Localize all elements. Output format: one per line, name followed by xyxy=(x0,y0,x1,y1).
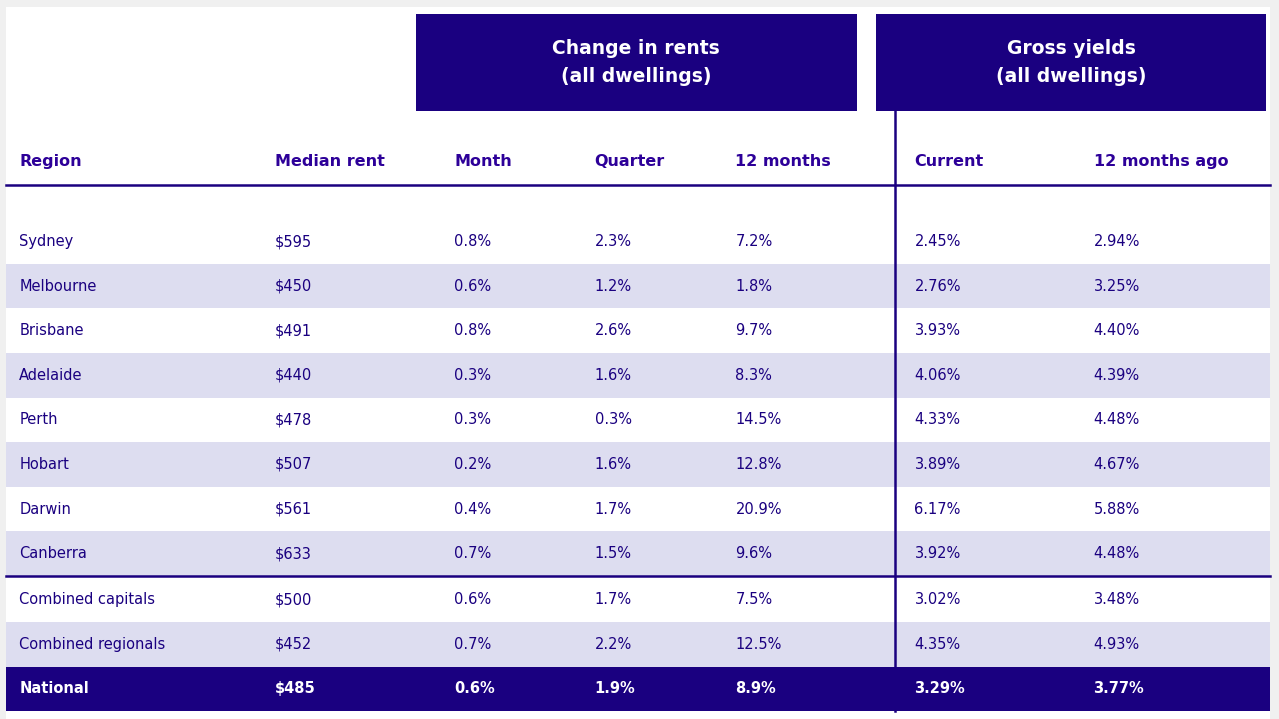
Text: 0.8%: 0.8% xyxy=(454,324,491,338)
FancyBboxPatch shape xyxy=(6,442,1270,487)
FancyBboxPatch shape xyxy=(6,531,1270,576)
Text: Gross yields
(all dwellings): Gross yields (all dwellings) xyxy=(996,40,1146,86)
Text: $507: $507 xyxy=(275,457,312,472)
Text: Sydney: Sydney xyxy=(19,234,73,249)
Text: 0.2%: 0.2% xyxy=(454,457,491,472)
Text: 4.33%: 4.33% xyxy=(914,413,961,427)
Text: Canberra: Canberra xyxy=(19,546,87,561)
Text: 0.6%: 0.6% xyxy=(454,682,495,696)
Text: Perth: Perth xyxy=(19,413,58,427)
Text: Melbourne: Melbourne xyxy=(19,279,96,293)
Text: 4.93%: 4.93% xyxy=(1094,637,1140,651)
Text: $561: $561 xyxy=(275,502,312,516)
Text: 0.3%: 0.3% xyxy=(595,413,632,427)
Text: 4.40%: 4.40% xyxy=(1094,324,1140,338)
Text: 4.48%: 4.48% xyxy=(1094,546,1140,561)
Text: 1.5%: 1.5% xyxy=(595,546,632,561)
FancyBboxPatch shape xyxy=(416,14,857,111)
Text: 12 months ago: 12 months ago xyxy=(1094,155,1228,169)
Text: 20.9%: 20.9% xyxy=(735,502,781,516)
Text: Hobart: Hobart xyxy=(19,457,69,472)
Text: $595: $595 xyxy=(275,234,312,249)
Text: 1.2%: 1.2% xyxy=(595,279,632,293)
Text: 0.6%: 0.6% xyxy=(454,279,491,293)
Text: 2.76%: 2.76% xyxy=(914,279,961,293)
Text: 0.7%: 0.7% xyxy=(454,637,491,651)
Text: 3.92%: 3.92% xyxy=(914,546,961,561)
Text: 8.9%: 8.9% xyxy=(735,682,776,696)
Text: Month: Month xyxy=(454,155,512,169)
Text: 2.3%: 2.3% xyxy=(595,234,632,249)
Text: Quarter: Quarter xyxy=(595,155,665,169)
Text: 2.6%: 2.6% xyxy=(595,324,632,338)
FancyBboxPatch shape xyxy=(876,14,1266,111)
Text: 4.48%: 4.48% xyxy=(1094,413,1140,427)
Text: 4.06%: 4.06% xyxy=(914,368,961,383)
Text: 3.29%: 3.29% xyxy=(914,682,966,696)
Text: 12.5%: 12.5% xyxy=(735,637,781,651)
Text: 4.35%: 4.35% xyxy=(914,637,961,651)
Text: Region: Region xyxy=(19,155,82,169)
Text: Darwin: Darwin xyxy=(19,502,72,516)
Text: 6.17%: 6.17% xyxy=(914,502,961,516)
Text: $450: $450 xyxy=(275,279,312,293)
Text: 3.93%: 3.93% xyxy=(914,324,961,338)
Text: 8.3%: 8.3% xyxy=(735,368,773,383)
Text: 3.77%: 3.77% xyxy=(1094,682,1145,696)
Text: 4.67%: 4.67% xyxy=(1094,457,1140,472)
Text: 0.8%: 0.8% xyxy=(454,234,491,249)
Text: 0.6%: 0.6% xyxy=(454,592,491,607)
Text: 2.94%: 2.94% xyxy=(1094,234,1140,249)
Text: 2.45%: 2.45% xyxy=(914,234,961,249)
Text: Median rent: Median rent xyxy=(275,155,385,169)
Text: 0.4%: 0.4% xyxy=(454,502,491,516)
Text: $491: $491 xyxy=(275,324,312,338)
Text: $440: $440 xyxy=(275,368,312,383)
Text: 7.5%: 7.5% xyxy=(735,592,773,607)
Text: Combined capitals: Combined capitals xyxy=(19,592,155,607)
FancyBboxPatch shape xyxy=(6,264,1270,308)
Text: 5.88%: 5.88% xyxy=(1094,502,1140,516)
Text: 3.02%: 3.02% xyxy=(914,592,961,607)
Text: Brisbane: Brisbane xyxy=(19,324,83,338)
Text: Combined regionals: Combined regionals xyxy=(19,637,165,651)
Text: 0.7%: 0.7% xyxy=(454,546,491,561)
Text: $452: $452 xyxy=(275,637,312,651)
Text: 1.6%: 1.6% xyxy=(595,457,632,472)
Text: 12 months: 12 months xyxy=(735,155,831,169)
Text: 4.39%: 4.39% xyxy=(1094,368,1140,383)
Text: 2.2%: 2.2% xyxy=(595,637,632,651)
Text: 7.2%: 7.2% xyxy=(735,234,773,249)
Text: $500: $500 xyxy=(275,592,312,607)
FancyBboxPatch shape xyxy=(6,667,1270,711)
Text: 3.25%: 3.25% xyxy=(1094,279,1140,293)
Text: $633: $633 xyxy=(275,546,312,561)
FancyBboxPatch shape xyxy=(6,353,1270,398)
Text: 0.3%: 0.3% xyxy=(454,413,491,427)
Text: 1.6%: 1.6% xyxy=(595,368,632,383)
Text: $485: $485 xyxy=(275,682,316,696)
Text: 1.8%: 1.8% xyxy=(735,279,773,293)
Text: 1.7%: 1.7% xyxy=(595,592,632,607)
Text: 12.8%: 12.8% xyxy=(735,457,781,472)
FancyBboxPatch shape xyxy=(6,7,1270,719)
Text: $478: $478 xyxy=(275,413,312,427)
Text: 9.7%: 9.7% xyxy=(735,324,773,338)
Text: 3.89%: 3.89% xyxy=(914,457,961,472)
Text: 14.5%: 14.5% xyxy=(735,413,781,427)
Text: Current: Current xyxy=(914,155,984,169)
Text: 9.6%: 9.6% xyxy=(735,546,773,561)
Text: 1.9%: 1.9% xyxy=(595,682,636,696)
FancyBboxPatch shape xyxy=(6,622,1270,667)
Text: National: National xyxy=(19,682,90,696)
Text: Change in rents
(all dwellings): Change in rents (all dwellings) xyxy=(553,40,720,86)
Text: 3.48%: 3.48% xyxy=(1094,592,1140,607)
Text: Adelaide: Adelaide xyxy=(19,368,83,383)
Text: 0.3%: 0.3% xyxy=(454,368,491,383)
Text: 1.7%: 1.7% xyxy=(595,502,632,516)
